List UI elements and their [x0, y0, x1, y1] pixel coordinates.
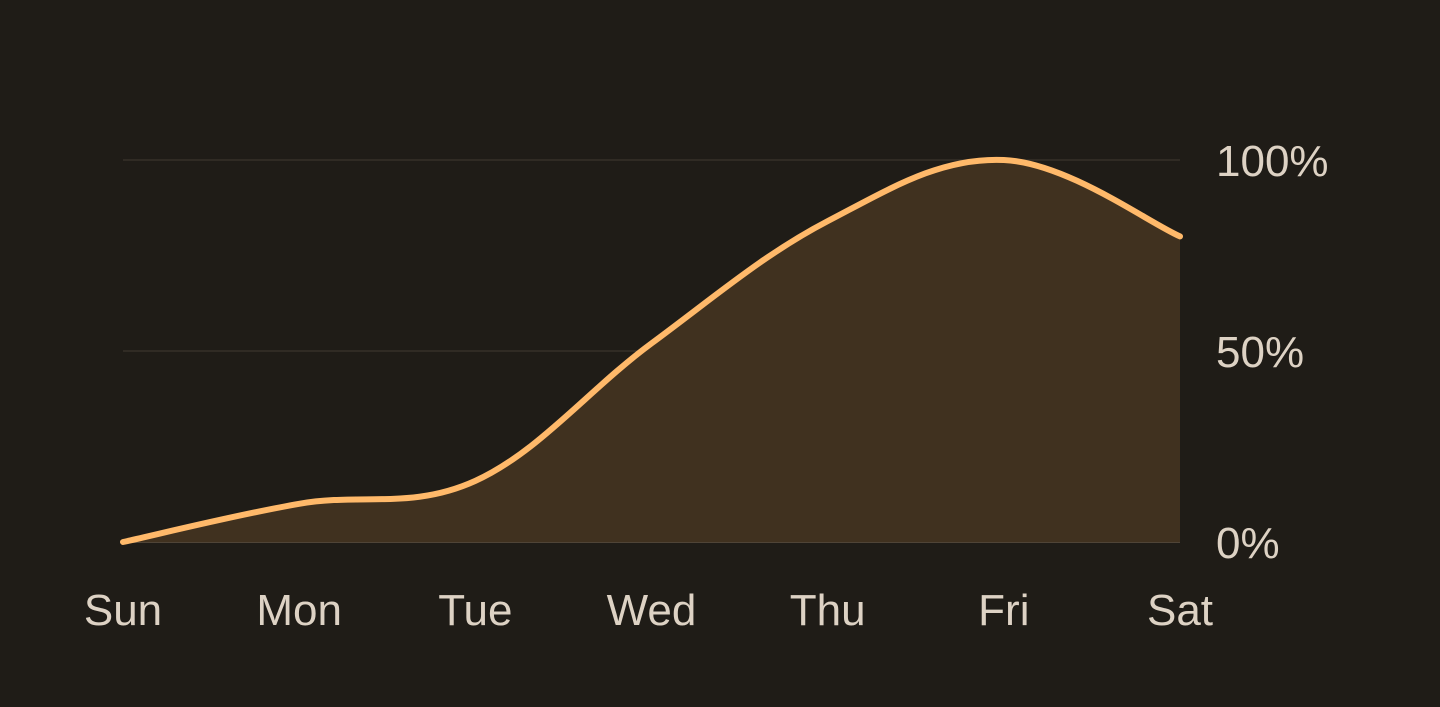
x-tick-sat: Sat — [1147, 586, 1213, 635]
x-tick-thu: Thu — [790, 586, 866, 635]
y-tick-0: 0% — [1216, 519, 1280, 568]
x-tick-fri: Fri — [978, 586, 1029, 635]
x-tick-wed: Wed — [607, 586, 697, 635]
x-tick-tue: Tue — [438, 586, 512, 635]
x-tick-sun: Sun — [84, 586, 162, 635]
y-tick-100: 100% — [1216, 137, 1329, 186]
y-tick-50: 50% — [1216, 328, 1304, 377]
series-line — [120, 156, 1183, 545]
x-tick-mon: Mon — [256, 586, 342, 635]
y-axis-labels: 0% 50% 100% — [1216, 137, 1329, 568]
x-axis-labels: Sun Mon Tue Wed Thu Fri Sat — [84, 586, 1213, 635]
series-area-fill — [123, 159, 1180, 542]
